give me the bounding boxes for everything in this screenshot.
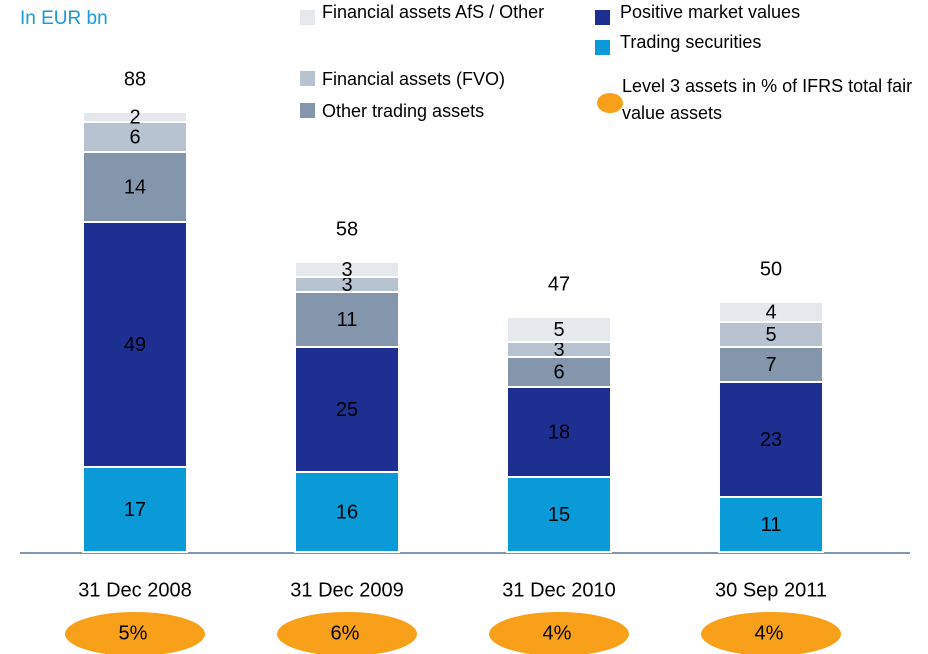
legend-swatch	[300, 10, 315, 25]
level3-label: 4%	[755, 622, 784, 644]
value-label: 16	[336, 501, 358, 523]
level3-marker	[489, 612, 629, 654]
bar-segment	[718, 301, 824, 323]
value-label: 5	[765, 324, 776, 346]
value-label: 23	[760, 429, 782, 451]
legend-label: Financial assets (FVO)	[322, 69, 506, 89]
total-label: 50	[760, 258, 782, 280]
value-label: 11	[337, 309, 358, 331]
bar-segment	[506, 316, 612, 343]
bar-segment	[82, 466, 188, 553]
value-label: 2	[129, 106, 140, 128]
subtitle: In EUR bn	[20, 8, 108, 29]
bar-segment	[506, 476, 612, 553]
bar-segment	[294, 346, 400, 473]
legend-swatch	[300, 103, 315, 118]
level3-marker	[701, 612, 841, 654]
value-label: 3	[341, 259, 352, 281]
level3-label: 4%	[543, 622, 572, 644]
value-label: 17	[124, 499, 146, 521]
value-label: 3	[341, 274, 352, 296]
bar-segment	[506, 386, 612, 478]
value-label: 3	[553, 339, 564, 361]
legend-label: Level 3 assets in % of IFRS total fair v…	[622, 76, 913, 123]
bar-segment	[506, 356, 612, 388]
legend-swatch	[595, 10, 610, 25]
legend-label: Positive market values	[620, 2, 801, 22]
total-label: 58	[336, 218, 358, 240]
x-tick-label: 31 Dec 2008	[78, 579, 191, 601]
legend-label: Trading securities	[620, 32, 762, 52]
level3-marker	[65, 612, 205, 654]
value-label: 4	[765, 301, 776, 323]
level3-marker	[277, 612, 417, 654]
legend-swatch	[597, 93, 623, 113]
level3-label: 6%	[331, 622, 360, 644]
legend-swatch	[595, 40, 610, 55]
value-label: 25	[336, 399, 358, 421]
total-label: 47	[548, 273, 570, 295]
bar-segment	[82, 111, 188, 123]
level3-label: 5%	[119, 622, 148, 644]
bar-segment	[294, 291, 400, 348]
value-label: 6	[129, 126, 140, 148]
bar-segment	[294, 261, 400, 278]
value-label: 14	[124, 176, 146, 198]
total-label: 88	[124, 68, 146, 90]
bar-segment	[82, 151, 188, 223]
value-label: 7	[765, 354, 776, 376]
x-tick-label: 31 Dec 2009	[290, 579, 403, 601]
value-label: 6	[553, 361, 564, 383]
legend-label: Other trading assets	[322, 101, 485, 121]
value-label: 15	[548, 504, 570, 526]
value-label: 49	[124, 334, 146, 356]
bar-segment	[718, 381, 824, 498]
legend-label: Financial assets AfS / Other	[322, 2, 545, 22]
value-label: 11	[761, 514, 782, 536]
value-label: 18	[548, 421, 570, 443]
legend-swatch	[300, 71, 315, 86]
value-label: 5	[553, 319, 564, 341]
x-tick-label: 30 Sep 2011	[715, 579, 827, 601]
x-tick-label: 31 Dec 2010	[502, 579, 615, 601]
